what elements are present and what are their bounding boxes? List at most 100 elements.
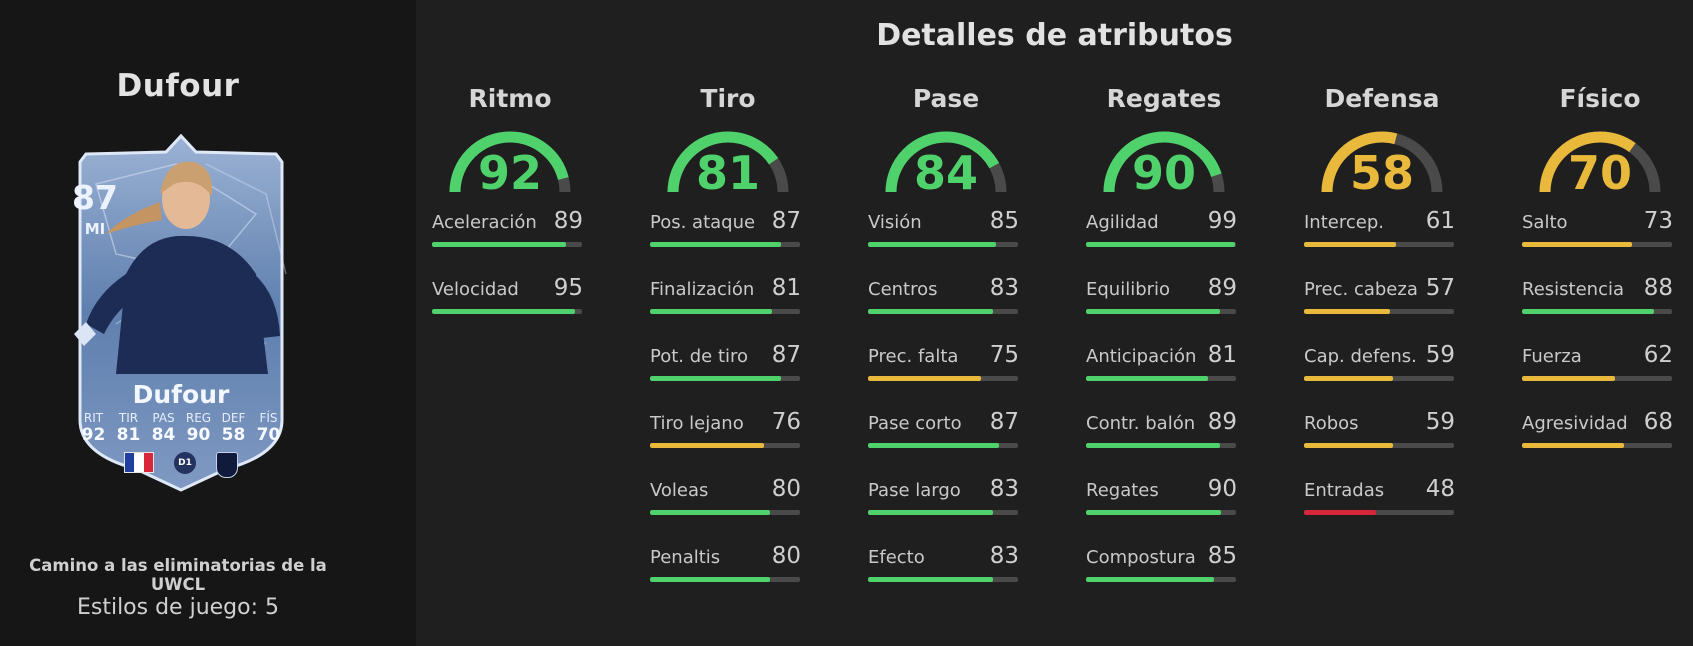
attribute-value: 75 bbox=[989, 342, 1019, 368]
attribute-row: Entradas 48 bbox=[1302, 476, 1462, 547]
player-card: 87 MI Dufour RIT 92 TIR 81 PAS 84 REG 90 DEF… bbox=[56, 124, 306, 498]
attribute-value: 89 bbox=[1207, 409, 1237, 435]
page-title: Detalles de atributos bbox=[876, 18, 1233, 53]
attribute-row: Intercep. 61 bbox=[1302, 208, 1462, 279]
attribute-bar bbox=[1086, 309, 1236, 314]
category-rating: 84 bbox=[913, 146, 978, 200]
attribute-name: Fuerza bbox=[1522, 346, 1582, 367]
attribute-bar-fill bbox=[1304, 309, 1390, 314]
attribute-row: Resistencia 88 bbox=[1520, 275, 1680, 346]
attribute-name: Agresividad bbox=[1522, 413, 1628, 434]
attribute-row: Pot. de tiro 87 bbox=[648, 342, 808, 413]
gauge-fill bbox=[1539, 131, 1661, 193]
attribute-value: 57 bbox=[1425, 275, 1455, 301]
attribute-bar bbox=[1304, 376, 1454, 381]
attribute-name: Equilibrio bbox=[1086, 279, 1171, 300]
card-stat: REG 90 bbox=[183, 411, 214, 445]
attribute-bar bbox=[650, 443, 800, 448]
card-stat: PAS 84 bbox=[148, 411, 179, 445]
attribute-bar-fill bbox=[650, 376, 781, 381]
attribute-bar-fill bbox=[1086, 376, 1208, 381]
attribute-list: Visión 85 Centros 83 Prec. falta 75 Pase corto… bbox=[866, 208, 1026, 614]
attribute-name: Pot. de tiro bbox=[650, 346, 749, 367]
attribute-category-3: Regates 90 Agilidad 99 Equilibrio 89 Anticipac… bbox=[1084, 84, 1244, 614]
attribute-bar bbox=[1086, 443, 1236, 448]
attribute-row: Anticipación 81 bbox=[1084, 342, 1244, 413]
category-name: Tiro bbox=[700, 84, 756, 113]
card-stat: DEF 58 bbox=[218, 411, 249, 445]
attribute-name: Anticipación bbox=[1086, 346, 1197, 367]
attribute-bar-fill bbox=[868, 242, 996, 247]
attribute-name: Intercep. bbox=[1304, 212, 1384, 233]
attribute-name: Pase largo bbox=[868, 480, 961, 501]
attribute-value: 68 bbox=[1643, 409, 1673, 435]
attribute-bar bbox=[1522, 242, 1672, 247]
attribute-bar-fill bbox=[1522, 309, 1654, 314]
attribute-name: Velocidad bbox=[432, 279, 519, 300]
card-stat-value: 70 bbox=[256, 425, 281, 445]
attribute-row: Tiro lejano 76 bbox=[648, 409, 808, 480]
attribute-bar-fill bbox=[1086, 242, 1235, 247]
attribute-bar-fill bbox=[1086, 577, 1214, 582]
card-stat-value: 58 bbox=[221, 425, 246, 445]
attribute-list: Aceleración 89 Velocidad 95 bbox=[430, 208, 590, 346]
card-stat-value: 90 bbox=[186, 425, 211, 445]
category-name: Físico bbox=[1559, 84, 1641, 113]
category-rating: 92 bbox=[477, 146, 542, 200]
category-name: Regates bbox=[1106, 84, 1222, 113]
attribute-value: 59 bbox=[1425, 409, 1455, 435]
card-stat-label: TIR bbox=[118, 411, 139, 425]
attribute-row: Pase corto 87 bbox=[866, 409, 1026, 480]
attribute-bar bbox=[650, 577, 800, 582]
attribute-bar-fill bbox=[868, 309, 993, 314]
attribute-bar-fill bbox=[1522, 443, 1624, 448]
attribute-row: Agresividad 68 bbox=[1520, 409, 1680, 480]
attribute-bar-fill bbox=[868, 577, 993, 582]
attribute-bar-fill bbox=[1304, 510, 1376, 515]
attribute-name: Pos. ataque bbox=[650, 212, 756, 233]
attribute-name: Voleas bbox=[650, 480, 709, 501]
category-rating: 81 bbox=[695, 146, 760, 200]
attribute-value: 83 bbox=[989, 543, 1019, 569]
attribute-bar bbox=[868, 510, 1018, 515]
attribute-value: 89 bbox=[553, 208, 583, 234]
attribute-value: 48 bbox=[1425, 476, 1455, 502]
attribute-name: Resistencia bbox=[1522, 279, 1624, 300]
attribute-value: 87 bbox=[771, 208, 801, 234]
attribute-value: 76 bbox=[771, 409, 801, 435]
attribute-value: 81 bbox=[771, 275, 801, 301]
attribute-bar bbox=[868, 309, 1018, 314]
attribute-name: Contr. balón bbox=[1086, 413, 1196, 434]
category-gauge: 84 bbox=[881, 124, 1011, 200]
attribute-row: Salto 73 bbox=[1520, 208, 1680, 279]
attribute-name: Regates bbox=[1086, 480, 1159, 501]
attribute-category-5: Físico 70 Salto 73 Resistencia 88 Fuerza 62 Agre… bbox=[1520, 84, 1680, 480]
attribute-bar-fill bbox=[1304, 376, 1393, 381]
attribute-bar bbox=[1304, 242, 1454, 247]
attribute-name: Agilidad bbox=[1086, 212, 1159, 233]
attribute-category-4: Defensa 58 Intercep. 61 Prec. cabeza 57 Cap. d… bbox=[1302, 84, 1462, 547]
attribute-category-1: Tiro 81 Pos. ataque 87 Finalización 81 Pot. de… bbox=[648, 84, 808, 614]
card-stat-label: REG bbox=[185, 411, 212, 425]
attribute-name: Aceleración bbox=[432, 212, 537, 233]
attribute-value: 81 bbox=[1207, 342, 1237, 368]
attribute-row: Robos 59 bbox=[1302, 409, 1462, 480]
category-gauge: 92 bbox=[445, 124, 575, 200]
category-name: Ritmo bbox=[468, 84, 552, 113]
gauge-fill bbox=[1321, 131, 1443, 193]
attribute-name: Pase corto bbox=[868, 413, 962, 434]
attribute-bar bbox=[650, 510, 800, 515]
league-badge-icon: D1 bbox=[174, 452, 196, 474]
attribute-bar bbox=[868, 577, 1018, 582]
gauge-fill bbox=[449, 131, 571, 193]
attribute-bar-fill bbox=[868, 510, 993, 515]
card-stat: RIT 92 bbox=[78, 411, 109, 445]
attribute-bar-fill bbox=[1304, 443, 1393, 448]
card-stat-label: PAS bbox=[152, 411, 175, 425]
attribute-name: Efecto bbox=[868, 547, 925, 568]
attribute-bar bbox=[868, 242, 1018, 247]
attribute-value: 62 bbox=[1643, 342, 1673, 368]
attribute-name: Prec. cabeza bbox=[1304, 279, 1418, 300]
card-stat: FÍS 70 bbox=[253, 411, 284, 445]
card-stat-value: 81 bbox=[116, 425, 141, 445]
